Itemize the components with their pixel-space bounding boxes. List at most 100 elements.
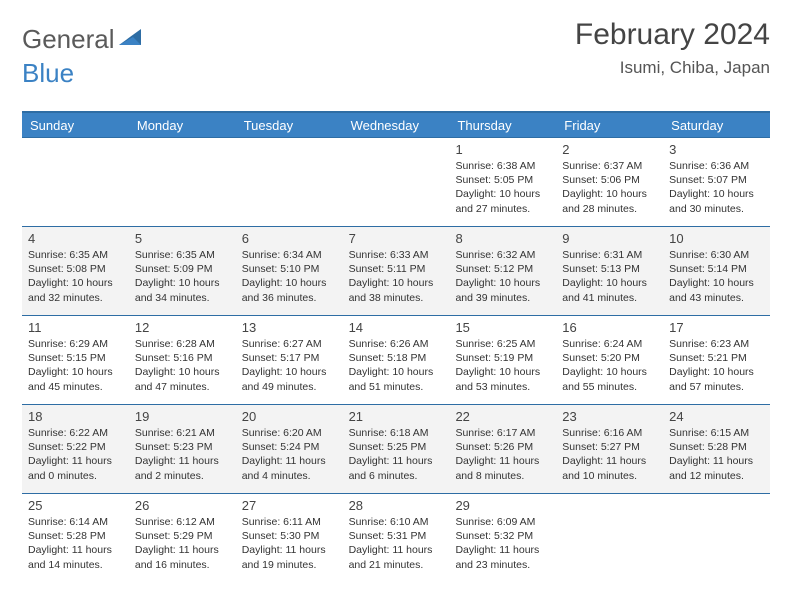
day-number: 2 — [562, 142, 657, 157]
empty-cell — [663, 494, 770, 582]
week-row: 11 Sunrise: 6:29 AMSunset: 5:15 PMDayligh… — [22, 315, 770, 404]
day-info: Sunrise: 6:31 AMSunset: 5:13 PMDaylight:… — [562, 248, 657, 305]
day-cell: 23 Sunrise: 6:16 AMSunset: 5:27 PMDayligh… — [556, 405, 663, 493]
daylight-line: Daylight: 11 hours and 14 minutes. — [28, 543, 123, 571]
brand-part1: General — [22, 24, 115, 55]
sunrise-line: Sunrise: 6:34 AM — [242, 248, 337, 262]
sunrise-line: Sunrise: 6:26 AM — [349, 337, 444, 351]
day-info: Sunrise: 6:29 AMSunset: 5:15 PMDaylight:… — [28, 337, 123, 394]
daylight-line: Daylight: 10 hours and 49 minutes. — [242, 365, 337, 393]
day-number: 14 — [349, 320, 444, 335]
day-number: 23 — [562, 409, 657, 424]
day-cell: 6 Sunrise: 6:34 AMSunset: 5:10 PMDaylight… — [236, 227, 343, 315]
day-number: 5 — [135, 231, 230, 246]
week-row: 4Sunrise: 6:35 AMSunset: 5:08 PMDaylight… — [22, 226, 770, 315]
weekday-header: Friday — [556, 113, 663, 137]
month-title: February 2024 — [575, 18, 770, 52]
day-info: Sunrise: 6:36 AMSunset: 5:07 PMDaylight:… — [669, 159, 764, 216]
day-cell: 5 Sunrise: 6:35 AMSunset: 5:09 PMDaylight… — [129, 227, 236, 315]
day-number: 10 — [669, 231, 764, 246]
sunset-line: Sunset: 5:05 PM — [455, 173, 550, 187]
day-number: 15 — [455, 320, 550, 335]
empty-cell — [556, 494, 663, 582]
day-number: 6 — [242, 231, 337, 246]
daylight-line: Daylight: 10 hours and 51 minutes. — [349, 365, 444, 393]
sunset-line: Sunset: 5:25 PM — [349, 440, 444, 454]
sunrise-line: Sunrise: 6:10 AM — [349, 515, 444, 529]
week-row: 18Sunrise: 6:22 AMSunset: 5:22 PMDayligh… — [22, 404, 770, 493]
sunrise-line: Sunrise: 6:29 AM — [28, 337, 123, 351]
sunset-line: Sunset: 5:10 PM — [242, 262, 337, 276]
sunrise-line: Sunrise: 6:30 AM — [669, 248, 764, 262]
sunrise-line: Sunrise: 6:22 AM — [28, 426, 123, 440]
empty-cell — [236, 138, 343, 226]
day-cell: 26Sunrise: 6:12 AMSunset: 5:29 PMDayligh… — [129, 494, 236, 582]
day-cell: 16Sunrise: 6:24 AMSunset: 5:20 PMDayligh… — [556, 316, 663, 404]
sunrise-line: Sunrise: 6:21 AM — [135, 426, 230, 440]
sunrise-line: Sunrise: 6:24 AM — [562, 337, 657, 351]
daylight-line: Daylight: 11 hours and 8 minutes. — [455, 454, 550, 482]
day-info: Sunrise: 6:25 AMSunset: 5:19 PMDaylight:… — [455, 337, 550, 394]
day-info: Sunrise: 6:34 AMSunset: 5:10 PMDaylight:… — [242, 248, 337, 305]
day-number: 11 — [28, 320, 123, 335]
day-number: 21 — [349, 409, 444, 424]
weekday-header: Monday — [129, 113, 236, 137]
day-info: Sunrise: 6:21 AMSunset: 5:23 PMDaylight:… — [135, 426, 230, 483]
day-info: Sunrise: 6:09 AMSunset: 5:32 PMDaylight:… — [455, 515, 550, 572]
weekday-header: Wednesday — [343, 113, 450, 137]
day-info: Sunrise: 6:16 AMSunset: 5:27 PMDaylight:… — [562, 426, 657, 483]
empty-cell — [129, 138, 236, 226]
sunrise-line: Sunrise: 6:14 AM — [28, 515, 123, 529]
daylight-line: Daylight: 10 hours and 34 minutes. — [135, 276, 230, 304]
day-cell: 19Sunrise: 6:21 AMSunset: 5:23 PMDayligh… — [129, 405, 236, 493]
sunrise-line: Sunrise: 6:25 AM — [455, 337, 550, 351]
sunrise-line: Sunrise: 6:12 AM — [135, 515, 230, 529]
day-info: Sunrise: 6:11 AMSunset: 5:30 PMDaylight:… — [242, 515, 337, 572]
sunrise-line: Sunrise: 6:23 AM — [669, 337, 764, 351]
day-info: Sunrise: 6:35 AMSunset: 5:09 PMDaylight:… — [135, 248, 230, 305]
sunset-line: Sunset: 5:16 PM — [135, 351, 230, 365]
day-cell: 11 Sunrise: 6:29 AMSunset: 5:15 PMDayligh… — [22, 316, 129, 404]
day-number: 24 — [669, 409, 764, 424]
day-number: 3 — [669, 142, 764, 157]
daylight-line: Daylight: 10 hours and 47 minutes. — [135, 365, 230, 393]
day-info: Sunrise: 6:18 AMSunset: 5:25 PMDaylight:… — [349, 426, 444, 483]
day-cell: 24Sunrise: 6:15 AMSunset: 5:28 PMDayligh… — [663, 405, 770, 493]
sunset-line: Sunset: 5:11 PM — [349, 262, 444, 276]
day-info: Sunrise: 6:14 AMSunset: 5:28 PMDaylight:… — [28, 515, 123, 572]
title-block: February 2024 Isumi, Chiba, Japan — [575, 18, 770, 78]
weekday-header: Thursday — [449, 113, 556, 137]
daylight-line: Daylight: 10 hours and 53 minutes. — [455, 365, 550, 393]
sunset-line: Sunset: 5:13 PM — [562, 262, 657, 276]
sunset-line: Sunset: 5:29 PM — [135, 529, 230, 543]
day-number: 29 — [455, 498, 550, 513]
day-cell: 1Sunrise: 6:38 AMSunset: 5:05 PMDaylight… — [449, 138, 556, 226]
week-row: 1Sunrise: 6:38 AMSunset: 5:05 PMDaylight… — [22, 137, 770, 226]
day-cell: 14Sunrise: 6:26 AMSunset: 5:18 PMDayligh… — [343, 316, 450, 404]
empty-cell — [343, 138, 450, 226]
day-info: Sunrise: 6:27 AMSunset: 5:17 PMDaylight:… — [242, 337, 337, 394]
day-cell: 3 Sunrise: 6:36 AMSunset: 5:07 PMDaylight… — [663, 138, 770, 226]
sunrise-line: Sunrise: 6:20 AM — [242, 426, 337, 440]
sunrise-line: Sunrise: 6:38 AM — [455, 159, 550, 173]
daylight-line: Daylight: 10 hours and 41 minutes. — [562, 276, 657, 304]
weekday-header: Sunday — [22, 113, 129, 137]
sunset-line: Sunset: 5:17 PM — [242, 351, 337, 365]
day-info: Sunrise: 6:10 AMSunset: 5:31 PMDaylight:… — [349, 515, 444, 572]
sunset-line: Sunset: 5:32 PM — [455, 529, 550, 543]
daylight-line: Daylight: 10 hours and 45 minutes. — [28, 365, 123, 393]
day-info: Sunrise: 6:17 AMSunset: 5:26 PMDaylight:… — [455, 426, 550, 483]
sunset-line: Sunset: 5:24 PM — [242, 440, 337, 454]
sunset-line: Sunset: 5:12 PM — [455, 262, 550, 276]
sunset-line: Sunset: 5:21 PM — [669, 351, 764, 365]
daylight-line: Daylight: 10 hours and 36 minutes. — [242, 276, 337, 304]
day-info: Sunrise: 6:22 AMSunset: 5:22 PMDaylight:… — [28, 426, 123, 483]
sunrise-line: Sunrise: 6:16 AM — [562, 426, 657, 440]
day-cell: 7Sunrise: 6:33 AMSunset: 5:11 PMDaylight… — [343, 227, 450, 315]
sunset-line: Sunset: 5:28 PM — [28, 529, 123, 543]
day-cell: 29 Sunrise: 6:09 AMSunset: 5:32 PMDayligh… — [449, 494, 556, 582]
daylight-line: Daylight: 11 hours and 21 minutes. — [349, 543, 444, 571]
calendar: SundayMondayTuesdayWednesdayThursdayFrid… — [22, 111, 770, 582]
sunrise-line: Sunrise: 6:27 AM — [242, 337, 337, 351]
day-number: 20 — [242, 409, 337, 424]
